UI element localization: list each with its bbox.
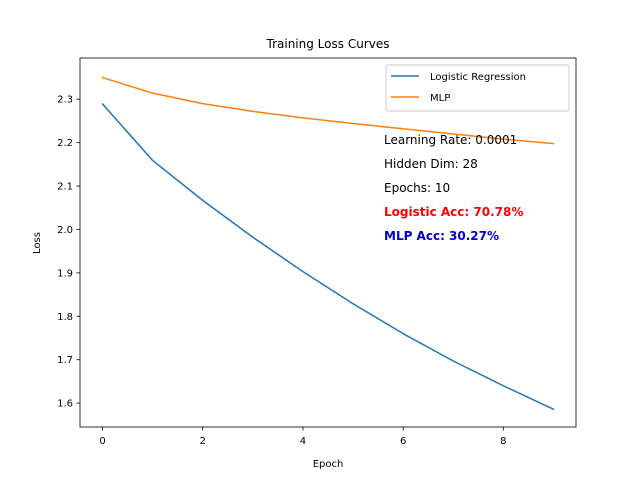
y-tick-label: 2.0 bbox=[57, 225, 73, 236]
series-line-logistic-regression bbox=[101, 102, 555, 411]
annotation-logistic-acc: Logistic Acc: 70.78% bbox=[384, 205, 523, 219]
plot-frame bbox=[79, 57, 577, 428]
y-tick-label: 1.6 bbox=[57, 399, 73, 410]
legend-label-logistic: Logistic Regression bbox=[430, 72, 526, 83]
x-axis-ticks: 0 2 4 6 8 bbox=[99, 427, 507, 447]
y-tick-label: 1.7 bbox=[57, 355, 73, 366]
y-tick-label: 2.1 bbox=[57, 182, 73, 193]
legend: Logistic Regression MLP bbox=[385, 64, 570, 112]
x-tick-label: 4 bbox=[300, 436, 306, 447]
x-tick-label: 8 bbox=[500, 436, 506, 447]
legend-box bbox=[385, 64, 570, 112]
legend-label-mlp: MLP bbox=[430, 93, 450, 104]
x-tick-label: 6 bbox=[400, 436, 406, 447]
y-tick-label: 1.8 bbox=[57, 312, 73, 323]
annotation-hidden-dim: Hidden Dim: 28 bbox=[384, 157, 478, 171]
y-tick-label: 1.9 bbox=[57, 268, 73, 279]
annotation-epochs: Epochs: 10 bbox=[384, 181, 450, 195]
x-axis-label: Epoch bbox=[313, 459, 344, 470]
x-tick-label: 2 bbox=[200, 436, 206, 447]
y-tick-label: 2.2 bbox=[57, 138, 73, 149]
annotations: Learning Rate: 0.0001 Hidden Dim: 28 Epo… bbox=[384, 133, 523, 243]
annotation-learning-rate: Learning Rate: 0.0001 bbox=[384, 133, 517, 147]
x-tick-label: 0 bbox=[99, 436, 105, 447]
y-axis-label: Loss bbox=[32, 232, 43, 254]
series-line-mlp bbox=[101, 76, 555, 145]
series-lines bbox=[101, 76, 555, 411]
chart-title: Training Loss Curves bbox=[266, 37, 390, 51]
y-axis-ticks: 1.6 1.7 1.8 1.9 2.0 2.1 2.2 2.3 bbox=[57, 95, 80, 410]
y-tick-label: 2.3 bbox=[57, 95, 73, 106]
annotation-mlp-acc: MLP Acc: 30.27% bbox=[384, 229, 499, 243]
